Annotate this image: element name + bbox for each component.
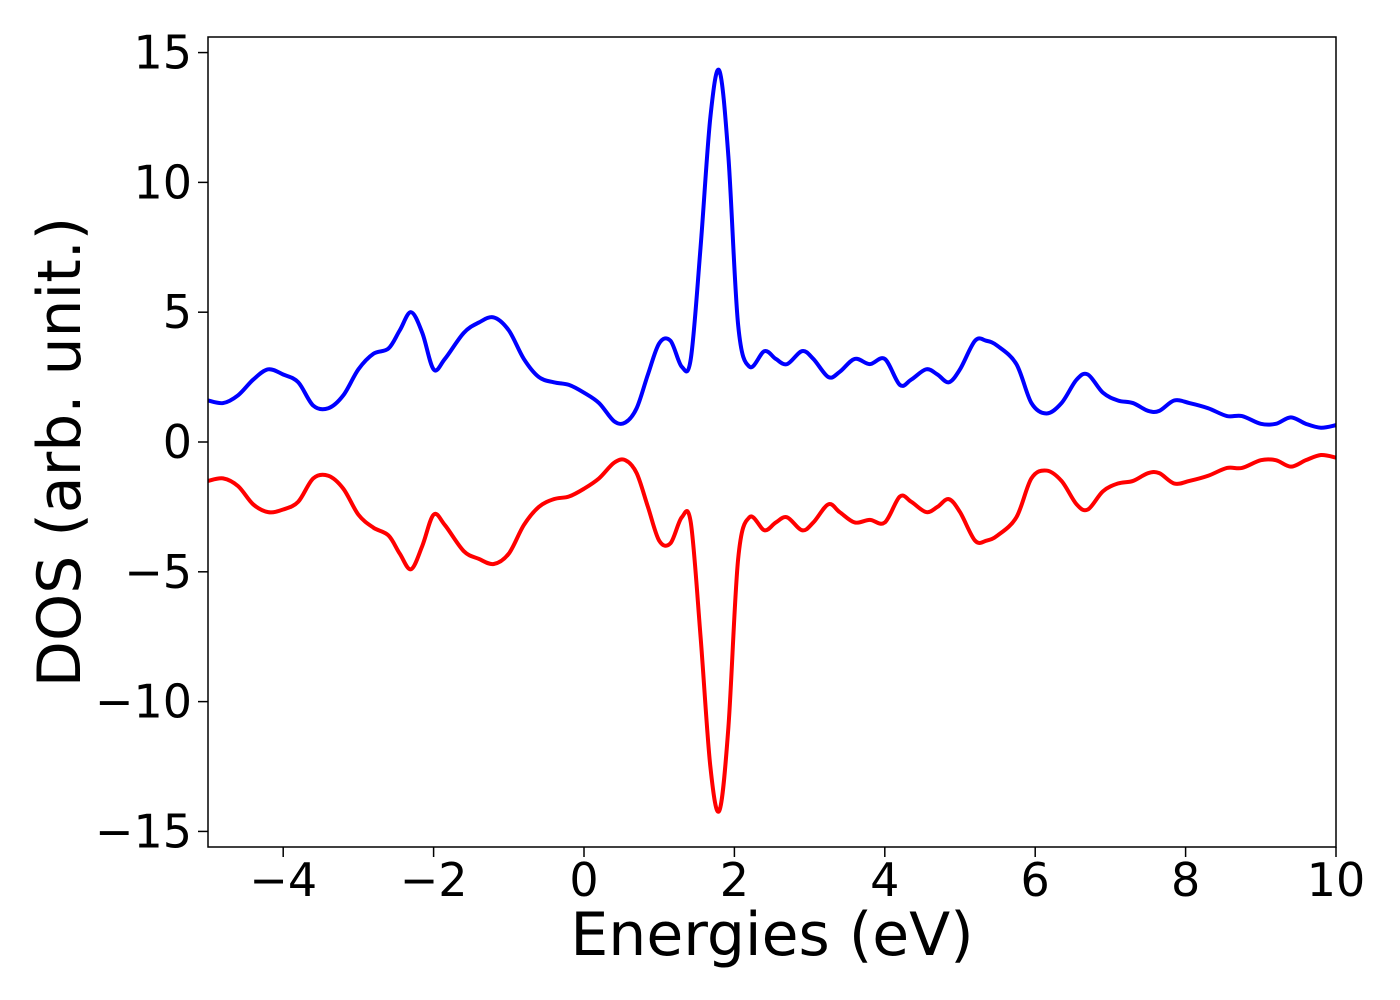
- y-tick-label: −15: [95, 804, 192, 858]
- y-tick-label: −10: [95, 675, 192, 729]
- x-tick-label: 4: [870, 853, 899, 907]
- x-tick-label: 0: [569, 853, 598, 907]
- y-axis: −15 −10 −5 0 5 10 15: [95, 26, 208, 858]
- y-axis-label: DOS (arb. unit.): [25, 217, 95, 687]
- y-tick-label: 10: [133, 155, 192, 209]
- x-tick-label: −4: [249, 853, 317, 907]
- y-tick-label: −5: [124, 545, 192, 599]
- x-tick-label: 10: [1307, 853, 1366, 907]
- x-axis: −4 −2 0 2 4 6 8 10: [249, 847, 1365, 907]
- y-tick-label: 5: [163, 285, 192, 339]
- x-axis-label: Energies (eV): [570, 900, 973, 970]
- x-tick-label: 8: [1171, 853, 1200, 907]
- series-layer: [207, 67, 1337, 814]
- y-tick-label: 0: [163, 415, 192, 469]
- series-line-red: [207, 452, 1337, 814]
- x-tick-label: 6: [1021, 853, 1050, 907]
- x-tick-label: 2: [720, 853, 749, 907]
- x-tick-label: −2: [400, 853, 468, 907]
- series-line-blue: [207, 67, 1337, 430]
- y-tick-label: 15: [133, 26, 192, 80]
